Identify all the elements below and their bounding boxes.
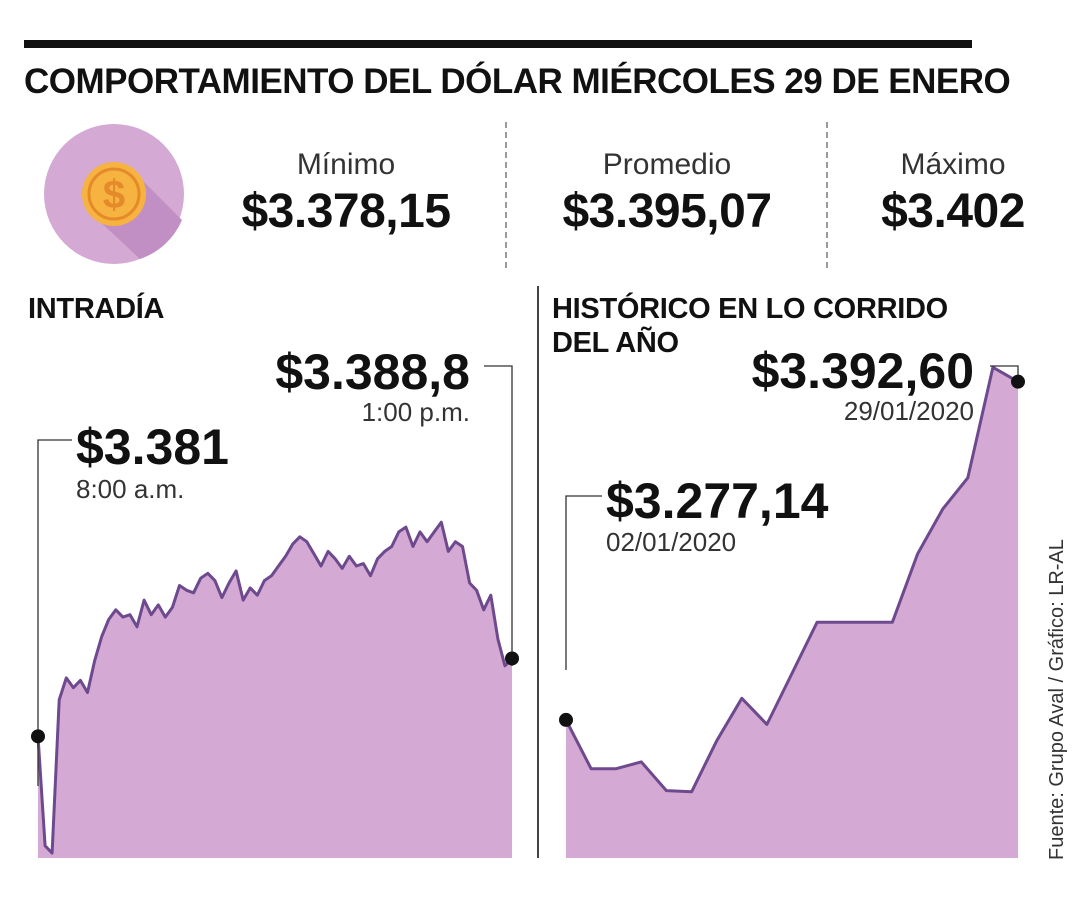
historic-start-point [559,712,573,727]
intraday-line [36,520,514,855]
section-divider [537,286,539,858]
historic-line [564,365,1019,794]
top-rule [24,40,972,48]
intraday-leader-start [37,439,72,786]
divider [826,122,828,268]
stat-promedio: Promedio $3.395,07 [536,148,798,239]
dollar-coin-icon: $ [44,124,184,264]
intraday-start-time: 8:00 a.m. [76,474,184,504]
intraday-title: INTRADÍA [28,293,165,325]
stat-label: Máximo [900,148,1006,181]
intraday-area [38,522,512,858]
stat-maximo: Máximo $3.402 [858,148,1048,239]
page-title: COMPORTAMIENTO DEL DÓLAR MIÉRCOLES 29 DE… [24,62,1011,101]
svg-text:$: $ [103,173,125,217]
historic-area [566,367,1018,858]
stat-minimo: Mínimo $3.378,15 [222,148,470,239]
historic-end-date: 29/01/2020 [844,396,974,426]
intraday-end-time: 1:00 p.m. [362,397,470,427]
divider [505,122,507,268]
intraday-end-point [505,651,519,666]
source-note: Fuente: Grupo Aval / Gráfico: LR-AL [1046,539,1068,860]
historic-start-date: 02/01/2020 [606,527,736,557]
stat-label: Promedio [602,148,732,181]
historic-leader-start [565,495,602,670]
historic-start-value: $3.277,14 [606,473,829,529]
intraday-leader-end [484,365,513,666]
stat-value: $3.402 [881,185,1025,238]
stat-label: Mínimo [296,148,396,181]
intraday-start-point [31,729,45,744]
stat-value: $3.395,07 [562,185,772,238]
historic-end-value: $3.392,60 [752,343,974,399]
historic-end-point [1011,374,1025,389]
stat-value: $3.378,15 [241,185,451,238]
historic-title: HISTÓRICO EN LO CORRIDO DEL AÑO [552,293,948,359]
intraday-start-value: $3.381 [76,419,229,475]
intraday-end-value: $3.388,8 [275,344,470,400]
